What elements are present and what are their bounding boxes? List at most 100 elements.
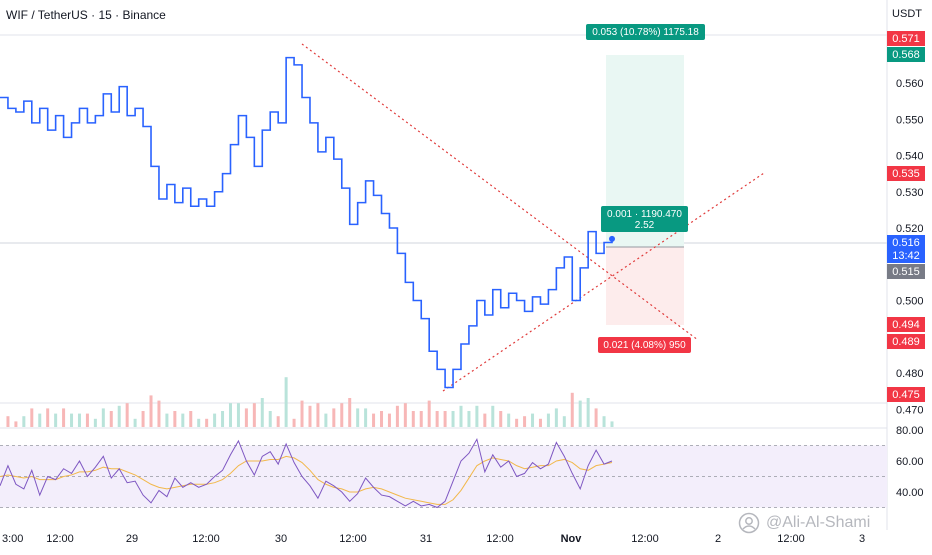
volume-bar [252, 403, 256, 427]
volume-bar [38, 413, 42, 427]
price-badge: 0.494 [887, 317, 925, 332]
volume-bar [435, 411, 439, 427]
price-badge-value: 0.494 [892, 319, 920, 331]
volume-bar [387, 413, 391, 427]
time-axis-label: 3 [859, 533, 865, 545]
stop-label-bg [598, 337, 691, 353]
currency-label[interactable]: USDT [892, 8, 922, 20]
volume-bar [578, 400, 582, 427]
stop-zone [606, 247, 684, 325]
price-badge-value: 0.475 [892, 389, 920, 401]
volume-bar [6, 416, 10, 427]
author-name: @Ali-Al-Shami [766, 514, 871, 531]
price-tick-label: 0.480 [896, 368, 924, 380]
volume-bar [276, 416, 280, 427]
volume-bar [538, 418, 542, 427]
volume-bar [531, 413, 535, 427]
volume-bar [586, 398, 590, 427]
volume-bar [117, 405, 121, 427]
price-badge-value: 0.535 [892, 168, 920, 180]
volume-bar [30, 408, 34, 427]
volume-bar [141, 411, 145, 427]
time-axis-label: 2 [715, 533, 721, 545]
rsi-ma-line [0, 455, 613, 505]
volume-bar [372, 413, 376, 427]
volume-bar [324, 413, 328, 427]
time-axis-label: 12:00 [46, 533, 74, 545]
volume-bar [459, 405, 463, 427]
last-price-dot [609, 235, 615, 242]
symbol-title[interactable]: WIF / TetherUS · 15 · Binance [6, 8, 166, 22]
volume-bar [554, 408, 558, 427]
price-badge-bg [887, 387, 925, 402]
volume-bar [562, 416, 566, 427]
volume-bar [70, 413, 74, 427]
target-label: 0.053 (10.78%) 1175.18 [586, 24, 705, 40]
volume-bar [427, 400, 431, 427]
volume-bar [46, 408, 50, 427]
price-badge-bg [887, 317, 925, 332]
volume-bar [157, 400, 161, 427]
volume-bar [395, 405, 399, 427]
volume-bar [14, 421, 18, 427]
volume-bar [380, 411, 384, 427]
entry-label-bg [601, 206, 688, 232]
price-tick-label: 0.530 [896, 187, 924, 199]
volume-bar [499, 411, 503, 427]
price-tick-label: 0.520 [896, 223, 924, 235]
volume-bar [340, 403, 344, 427]
volume-bar [316, 403, 320, 427]
volume-bar [332, 408, 336, 427]
volume-bar [467, 411, 471, 427]
author-watermark: @Ali-Al-Shami [738, 512, 870, 534]
volume-bar [419, 411, 423, 427]
volume-bar [292, 418, 296, 427]
volume-bar [300, 400, 304, 427]
volume-bar [594, 408, 598, 427]
stop-label: 0.021 (4.08%) 950 [598, 337, 691, 353]
volume-bar [491, 405, 495, 427]
price-badge: 0.568 [887, 47, 925, 62]
rsi-line [0, 437, 613, 509]
price-tick-label: 0.500 [896, 296, 924, 308]
volume-bar [181, 413, 185, 427]
volume-bar [149, 395, 153, 427]
volume-bar [22, 416, 26, 427]
volume-bar [173, 411, 177, 427]
volume-bar [189, 411, 193, 427]
time-axis-label: 12:00 [339, 533, 367, 545]
tradingview-user-icon [738, 512, 760, 534]
volume-bar [515, 418, 519, 427]
time-axis-label: 30 [275, 533, 287, 545]
volume-bar [133, 418, 137, 427]
price-tick-label: 0.560 [896, 78, 924, 90]
time-axis-label: 3:00 [2, 533, 23, 545]
price-series-line [0, 56, 613, 389]
stop-label-text: 0.021 (4.08%) 950 [603, 340, 686, 351]
volume-bar [109, 411, 113, 427]
volume-bar [221, 411, 225, 427]
volume-bar [546, 413, 550, 427]
volume-bar [77, 413, 81, 427]
target-label-text: 0.053 (10.78%) 1175.18 [592, 27, 699, 38]
price-badge-bg [887, 334, 925, 349]
volume-bar [165, 413, 169, 427]
price-badge-value: 0.568 [892, 49, 920, 61]
volume-bar [443, 411, 447, 427]
time-axis-label: 12:00 [777, 533, 805, 545]
volume-bar [411, 411, 415, 427]
entry-label-text: 0.001 · 1190.470 [607, 209, 682, 220]
volume-bar [260, 398, 264, 427]
price-tick-label: 0.540 [896, 151, 924, 163]
price-tick-label: 0.470 [896, 404, 924, 416]
volume-bar [236, 403, 240, 427]
time-axis-label: 29 [126, 533, 138, 545]
price-badge-bg [887, 264, 925, 279]
price-badge-value: 0.515 [892, 266, 920, 278]
volume-bar [213, 413, 217, 427]
trendline-ascending [442, 172, 765, 392]
volume-bar [570, 392, 574, 427]
